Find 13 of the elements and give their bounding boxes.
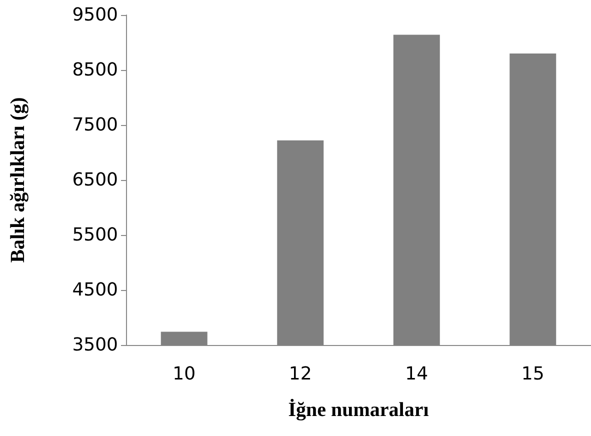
- y-tick-label: 6500: [72, 170, 118, 190]
- y-tick-label: 9500: [72, 4, 118, 26]
- y-axis-title: Balık ağırlıkları (g): [7, 97, 29, 263]
- x-tick-label: 14: [405, 364, 428, 384]
- y-tick-label: 8500: [72, 60, 118, 80]
- x-tick-label: 15: [521, 364, 544, 384]
- y-tick-label: 4500: [72, 280, 118, 300]
- y-tick-label: 3500: [72, 334, 118, 356]
- x-tick-label: 12: [288, 364, 312, 384]
- x-axis-title: İğne numaraları: [288, 398, 430, 421]
- x-tick-label: 10: [172, 364, 196, 384]
- y-tick-label: 7500: [72, 114, 118, 136]
- y-tick-label: 5500: [72, 224, 118, 246]
